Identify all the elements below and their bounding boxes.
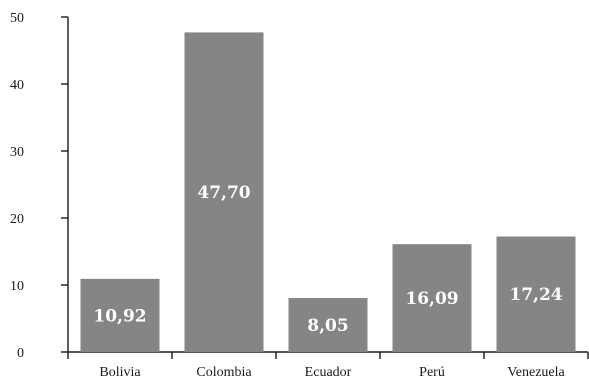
x-tick-label: Bolivia bbox=[99, 365, 141, 379]
x-axis: Bolivia Colombia Ecuador Perú Venezuela bbox=[67, 351, 589, 379]
y-tick-label: 40 bbox=[10, 78, 24, 93]
y-tick-label: 10 bbox=[10, 279, 24, 294]
bar-value-label: 16,09 bbox=[405, 289, 458, 309]
bar-group: 10,92 47,70 8,05 16,09 17,24 bbox=[80, 32, 576, 352]
y-tick-label: 20 bbox=[10, 212, 24, 227]
y-tick-label: 0 bbox=[17, 346, 24, 361]
bar-venezuela bbox=[496, 236, 576, 352]
x-tick-label: Colombia bbox=[196, 365, 252, 379]
bar-value-label: 10,92 bbox=[93, 306, 146, 326]
x-tick-label: Venezuela bbox=[507, 365, 565, 379]
bar-colombia bbox=[184, 32, 264, 352]
bar-value-label: 17,24 bbox=[509, 285, 562, 305]
x-tick-label: Perú bbox=[419, 365, 445, 379]
x-tick-label: Ecuador bbox=[305, 365, 352, 379]
y-tick-label: 50 bbox=[10, 11, 24, 26]
y-axis: 0 10 20 30 40 50 bbox=[10, 11, 69, 361]
bar-value-label: 8,05 bbox=[307, 316, 348, 336]
bar-ecuador bbox=[288, 298, 368, 352]
bar-value-label: 47,70 bbox=[197, 183, 250, 203]
bar-peru bbox=[392, 244, 472, 352]
bar-bolivia bbox=[80, 278, 160, 352]
y-tick-label: 30 bbox=[10, 145, 24, 160]
